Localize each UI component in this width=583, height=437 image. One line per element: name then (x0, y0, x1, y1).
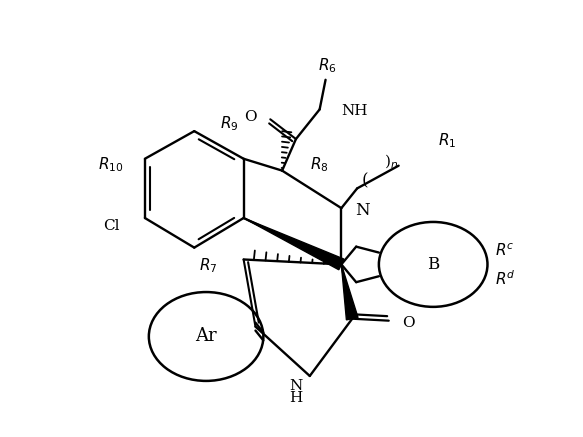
Text: H: H (289, 391, 303, 405)
Text: $R_1$: $R_1$ (438, 132, 456, 150)
Text: O: O (244, 110, 257, 124)
Text: NH: NH (342, 104, 368, 118)
Text: $R_8$: $R_8$ (310, 155, 328, 174)
Text: N: N (289, 379, 303, 393)
Text: $R^d$: $R^d$ (496, 269, 516, 288)
Text: $R_7$: $R_7$ (199, 256, 217, 275)
Text: $R^c$: $R^c$ (496, 242, 515, 259)
Text: $R_{10}$: $R_{10}$ (98, 155, 123, 174)
Text: Ar: Ar (195, 327, 217, 346)
Text: $R_9$: $R_9$ (220, 114, 238, 132)
Text: Cl: Cl (103, 219, 119, 233)
Text: B: B (427, 256, 440, 273)
Polygon shape (244, 218, 344, 270)
Polygon shape (342, 264, 358, 320)
Text: (: ( (362, 172, 368, 189)
Text: O: O (403, 316, 415, 329)
Text: )$_n$: )$_n$ (384, 153, 398, 171)
Text: $R_6$: $R_6$ (318, 57, 337, 75)
Text: N: N (355, 201, 370, 218)
